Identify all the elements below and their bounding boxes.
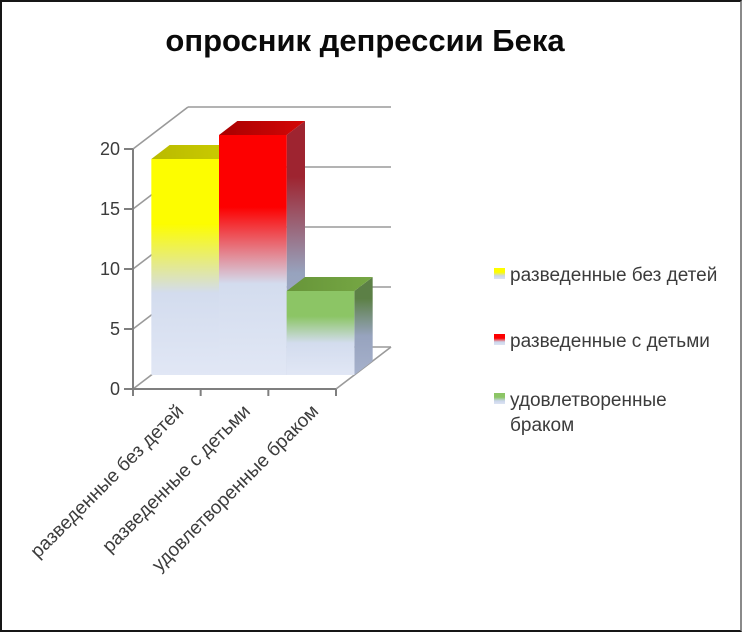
bar-top-face[interactable] [286, 277, 373, 291]
bar-top-face[interactable] [219, 121, 305, 135]
legend-swatch-red[interactable] [494, 334, 505, 345]
bar-top-face[interactable] [151, 145, 238, 159]
legend-item[interactable]: разведенные без детей [494, 263, 717, 288]
bar-column-2[interactable] [286, 277, 373, 375]
y-tick-label: 20 [100, 139, 120, 159]
legend-item[interactable]: разведенные с детьми [494, 329, 710, 354]
bar-front-face[interactable] [151, 159, 219, 375]
y-tick-label: 10 [100, 259, 120, 279]
legend-label[interactable]: удовлетворенные браком [510, 390, 667, 436]
bar-side-face[interactable] [354, 277, 373, 375]
bar-front-face[interactable] [286, 291, 355, 375]
legend-swatch-yellow[interactable] [494, 268, 505, 279]
chart-title[interactable]: опросник депрессии Бека [165, 23, 565, 58]
legend-swatch-green[interactable] [494, 393, 505, 404]
y-tick-label: 15 [100, 199, 120, 219]
legend-label[interactable]: разведенные с детьми [510, 331, 710, 352]
legend-item[interactable]: удовлетворенные браком [494, 388, 675, 438]
y-tick-label: 0 [110, 379, 120, 399]
wall-edge [132, 106, 189, 150]
legend-label[interactable]: разведенные без детей [510, 265, 718, 286]
y-tick-label: 5 [110, 319, 120, 339]
bar-front-face[interactable] [219, 135, 287, 375]
